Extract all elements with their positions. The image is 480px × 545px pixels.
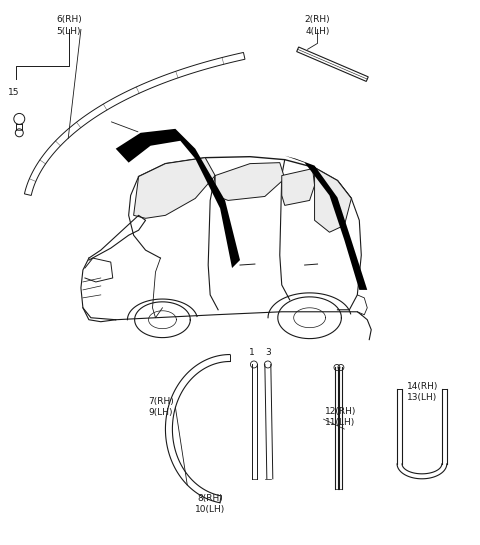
Polygon shape	[116, 129, 240, 268]
Polygon shape	[285, 156, 367, 290]
Text: 1: 1	[249, 348, 255, 356]
Polygon shape	[282, 168, 314, 205]
Polygon shape	[215, 162, 285, 201]
Text: 7(RH)
9(LH): 7(RH) 9(LH)	[148, 397, 174, 417]
Polygon shape	[133, 158, 215, 219]
Text: 8(RH)
10(LH): 8(RH) 10(LH)	[195, 494, 225, 514]
Text: 3: 3	[265, 348, 271, 356]
Text: 15: 15	[8, 88, 19, 97]
Text: 14(RH)
13(LH): 14(RH) 13(LH)	[407, 382, 438, 402]
Text: 6(RH)
5(LH): 6(RH) 5(LH)	[56, 15, 82, 35]
Polygon shape	[297, 47, 368, 81]
Polygon shape	[24, 52, 245, 196]
Text: 2(RH)
4(LH): 2(RH) 4(LH)	[305, 15, 330, 35]
Polygon shape	[314, 168, 351, 232]
Text: 12(RH)
11(LH): 12(RH) 11(LH)	[324, 407, 356, 427]
